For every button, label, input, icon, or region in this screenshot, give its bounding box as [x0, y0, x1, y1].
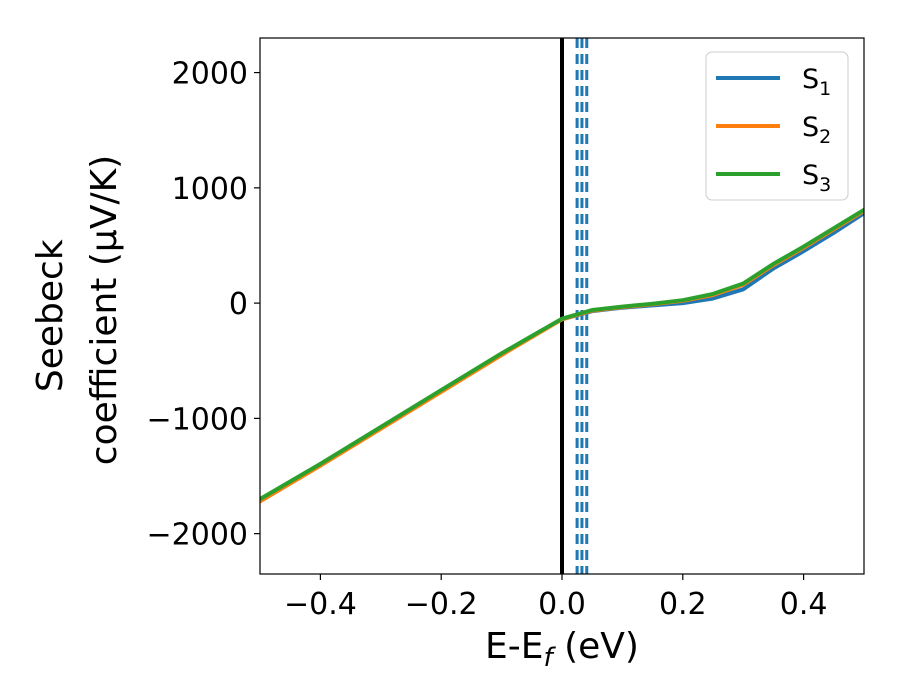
series-lines: [260, 207, 864, 504]
legend-entries: S1 S2 S3: [716, 64, 831, 196]
x-tick-label: 0.0: [538, 587, 586, 622]
legend-label-s3: S3: [802, 160, 831, 196]
series-line-s3: [260, 207, 864, 502]
x-tick-label: 0.4: [780, 587, 828, 622]
y-tick-label: 1000: [172, 172, 248, 207]
x-axis-ticks: −0.4 −0.2 0.0 0.2 0.4: [284, 574, 827, 622]
plot-area: [259, 37, 865, 575]
y-axis-label-line2: coefficient (μV/K): [84, 155, 125, 465]
y-tick-label: 2000: [172, 57, 248, 92]
y-tick-label: −1000: [147, 402, 248, 437]
y-axis-ticks: −2000 −1000 0 1000 2000: [147, 57, 260, 553]
legend: S1 S2 S3: [705, 51, 849, 201]
y-axis-label-line1: Seebeck: [30, 239, 71, 392]
y-axis-label: Seebeck coefficient (μV/K): [30, 155, 125, 465]
y-tick-label: −2000: [147, 518, 248, 553]
legend-label-s2: S2: [802, 112, 831, 148]
legend-label-s1: S1: [802, 64, 831, 100]
x-tick-label: −0.4: [284, 587, 357, 622]
x-tick-label: 0.2: [659, 587, 707, 622]
vertical-lines: [560, 38, 589, 574]
y-tick-label: 0: [229, 287, 248, 322]
x-tick-label: −0.2: [405, 587, 478, 622]
x-axis-label: E-Ef (eV): [485, 626, 639, 673]
